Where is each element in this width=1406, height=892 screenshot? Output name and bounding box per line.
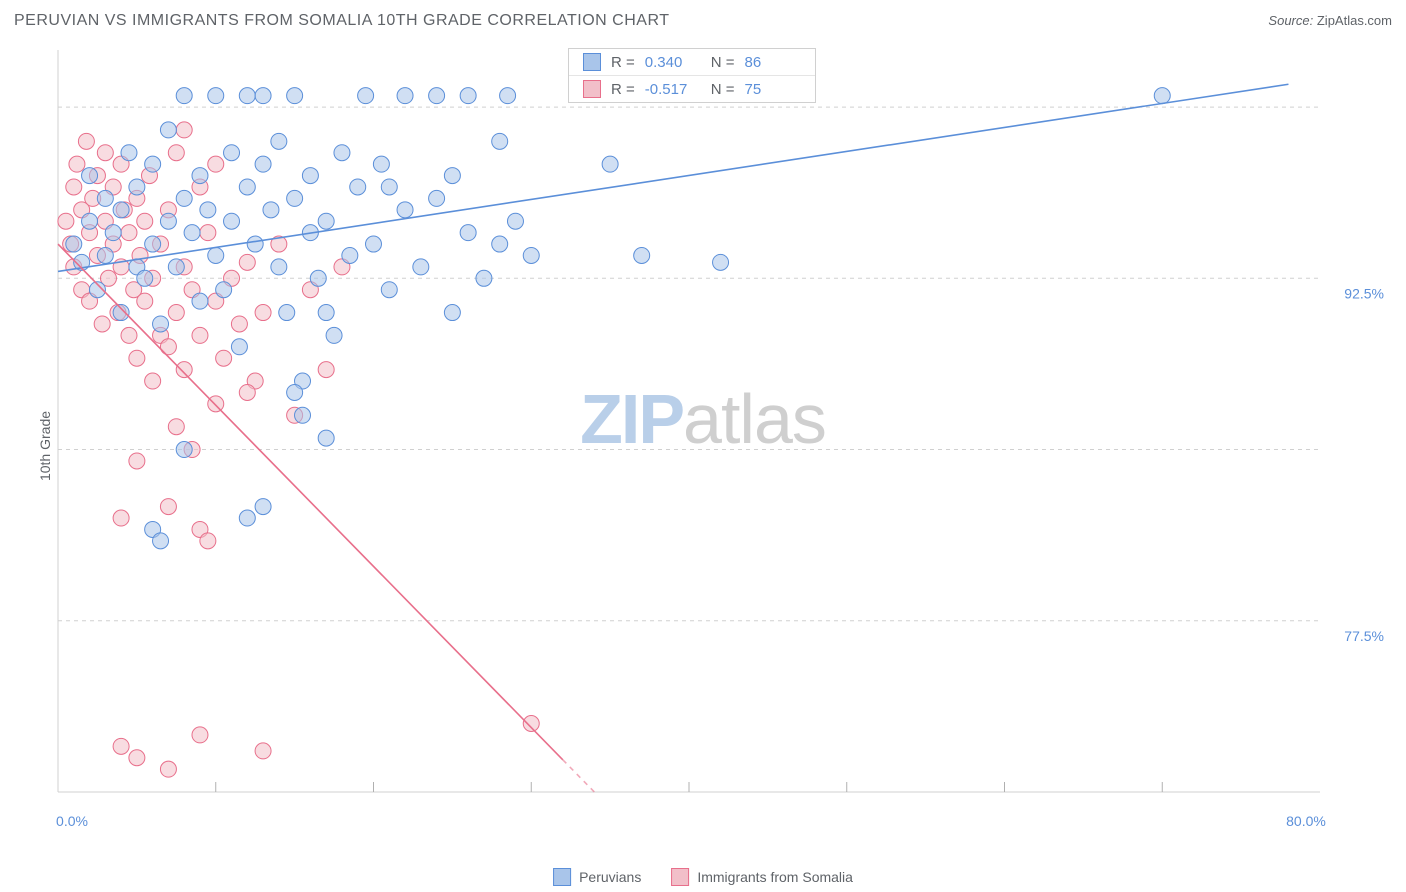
svg-text:77.5%: 77.5% [1344, 628, 1384, 644]
corr-row-somalia: R = -0.517 N = 75 [569, 76, 815, 102]
series-legend: Peruvians Immigrants from Somalia [553, 868, 853, 886]
svg-text:0.0%: 0.0% [56, 813, 88, 829]
n-label: N = [711, 81, 735, 98]
chart-header: PERUVIAN VS IMMIGRANTS FROM SOMALIA 10TH… [14, 12, 1392, 30]
swatch-peruvians [553, 868, 571, 886]
source-label: Source: [1268, 13, 1313, 28]
legend-label-somalia: Immigrants from Somalia [697, 869, 853, 885]
swatch-somalia [671, 868, 689, 886]
n-label: N = [711, 54, 735, 71]
swatch-peruvians [583, 53, 601, 71]
legend-item-peruvians: Peruvians [553, 868, 641, 886]
n-value-peruvians: 86 [745, 54, 801, 71]
legend-label-peruvians: Peruvians [579, 869, 641, 885]
r-value-peruvians: 0.340 [645, 54, 701, 71]
r-label: R = [611, 54, 635, 71]
chart-source: Source: ZipAtlas.com [1268, 13, 1392, 28]
scatter-chart: 77.5% 92.5% 0.0% 80.0% [50, 42, 1390, 832]
swatch-somalia [583, 80, 601, 98]
n-value-somalia: 75 [745, 81, 801, 98]
source-value: ZipAtlas.com [1317, 13, 1392, 28]
r-value-somalia: -0.517 [645, 81, 701, 98]
svg-text:92.5%: 92.5% [1344, 285, 1384, 301]
correlation-legend: R = 0.340 N = 86 R = -0.517 N = 75 [568, 48, 816, 103]
r-label: R = [611, 81, 635, 98]
corr-row-peruvians: R = 0.340 N = 86 [569, 49, 815, 76]
chart-title: PERUVIAN VS IMMIGRANTS FROM SOMALIA 10TH… [14, 12, 670, 30]
legend-item-somalia: Immigrants from Somalia [671, 868, 853, 886]
svg-text:80.0%: 80.0% [1286, 813, 1326, 829]
plot-area: 77.5% 92.5% 0.0% 80.0% [50, 42, 1390, 832]
